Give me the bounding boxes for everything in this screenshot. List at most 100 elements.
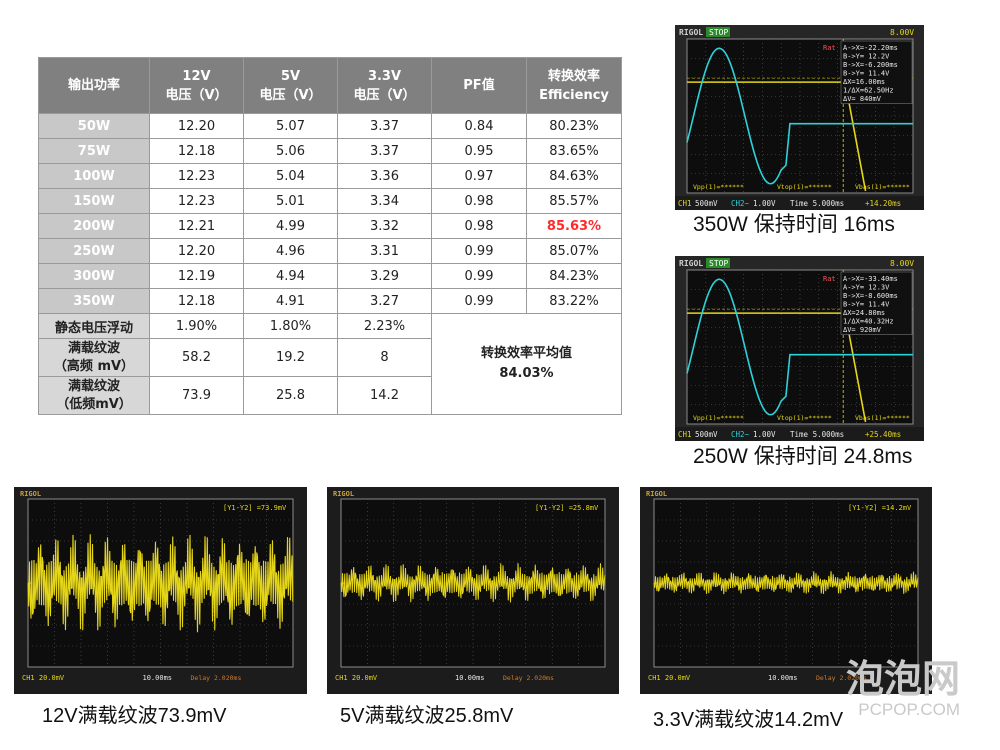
ripple-caption-5v: 5V满载纹波25.8mV xyxy=(340,705,514,727)
efficiency-cell: 85.57% xyxy=(526,188,622,214)
cursor-readout-line: B->Y= 11.4V xyxy=(843,301,890,309)
ripple-low-label: 满载纹波 （低频mV） xyxy=(38,376,150,415)
table-row-regulation: 静态电压浮动 1.90% 1.80% 2.23% 转换效率平均值 84.03% xyxy=(38,313,622,415)
measurement-label: Vtop(1)=****** xyxy=(777,183,832,191)
cursor-readout-line: ΔV= 840mV xyxy=(843,95,882,103)
run-state-label: STOP xyxy=(709,259,728,268)
run-state-label: STOP xyxy=(709,28,728,37)
cursor-readout-line: A->Y= 12.3V xyxy=(843,284,890,292)
pf-cell: 0.98 xyxy=(431,188,527,214)
timebase-label: 10.00ms xyxy=(768,674,798,682)
v5-cell: 4.94 xyxy=(243,263,338,289)
status-bar-item: CH1 xyxy=(678,430,692,439)
v5-cell: 5.07 xyxy=(243,113,338,139)
power-cell: 75W xyxy=(38,138,150,164)
ripple-scope-svg: RIGOL [Y1-Y2] =73.9mV CH1 20.0mV 10.00ms Del… xyxy=(14,487,307,694)
timebase-label: 10.00ms xyxy=(143,674,173,682)
cursor-readout-line: B->X=-6.200ms xyxy=(843,61,898,69)
channel-scale-label: CH1 20.0mV xyxy=(648,674,691,682)
table-row-ripple-high: 满载纹波 （高频 mV） 58.2 19.2 8 xyxy=(38,338,622,377)
status-bar xyxy=(675,427,924,441)
ripple-scope-33v: RIGOL [Y1-Y2] =14.2mV CH1 20.0mV 10.00ms Del… xyxy=(640,487,932,694)
header-33v: 3.3V 电压（V） xyxy=(337,57,432,114)
v12-cell: 12.20 xyxy=(149,113,244,139)
ripple-high-5v: 19.2 xyxy=(243,338,338,377)
v33-cell: 3.36 xyxy=(337,163,432,189)
avg-efficiency-cell: 转换效率平均值 84.03% xyxy=(431,313,622,415)
table-row: 75W 12.18 5.06 3.37 0.95 83.65% xyxy=(38,138,622,164)
ripple-scope-svg: RIGOL [Y1-Y2] =14.2mV CH1 20.0mV 10.00ms Del… xyxy=(640,487,932,694)
cursor-readout-line: ΔX=24.80ms xyxy=(843,309,885,317)
ac-input-trace xyxy=(686,278,913,416)
efficiency-cell: 83.22% xyxy=(526,288,622,314)
pf-cell: 0.99 xyxy=(431,238,527,264)
pf-cell: 0.99 xyxy=(431,263,527,289)
ripple-trace xyxy=(27,534,294,633)
status-bar-item: CH1 xyxy=(678,199,692,208)
v12-cell: 12.23 xyxy=(149,188,244,214)
cursor-readout-line: B->Y= 11.4V xyxy=(843,70,890,78)
trigger-level: 8.00V xyxy=(890,28,914,37)
table-body: 50W 12.20 5.07 3.37 0.84 80.23% 75W 12.18 5.06 3.… xyxy=(38,113,622,415)
power-cell: 150W xyxy=(38,188,150,214)
cursor-readout-line: 1/ΔX=62.50Hz xyxy=(843,87,894,95)
table-row: 250W 12.20 4.96 3.31 0.99 85.07% xyxy=(38,238,622,264)
header-efficiency: 转换效率 Efficiency xyxy=(526,57,622,114)
power-cell: 250W xyxy=(38,238,150,264)
scope-brand-label: RIGOL xyxy=(679,259,703,268)
table-row-ripple-low: 满载纹波 （低频mV） 73.9 25.8 14.2 xyxy=(38,376,622,415)
table-row: 150W 12.23 5.01 3.34 0.98 85.57% xyxy=(38,188,622,214)
v12-cell: 12.18 xyxy=(149,288,244,314)
power-cell: 50W xyxy=(38,113,150,139)
ripple-trace xyxy=(340,563,606,603)
delay-label: Delay 2.020ms xyxy=(503,674,554,682)
watermark-logo: 泡泡网 xyxy=(845,659,960,701)
run-state-box xyxy=(706,27,730,37)
efficiency-cell: 85.07% xyxy=(526,238,622,264)
v5-cell: 5.04 xyxy=(243,163,338,189)
table-header-row: 输出功率 12V 电压（V） 5V 电压（V） 3.3V 电压（V） PF值 转换效率… xyxy=(38,57,622,114)
ripple-scope-5v: RIGOL [Y1-Y2] =25.8mV CH1 20.0mV 10.00ms Del… xyxy=(327,487,619,694)
v33-cell: 3.32 xyxy=(337,213,432,239)
header-5v: 5V 电压（V） xyxy=(243,57,338,114)
v5-cell: 5.01 xyxy=(243,188,338,214)
v12-cell: 12.21 xyxy=(149,213,244,239)
cursor-readout-line: 1/ΔX=40.32Hz xyxy=(843,318,894,326)
v5-cell: 5.06 xyxy=(243,138,338,164)
holdup-caption-350w: 350W 保持时间 16ms xyxy=(693,213,895,236)
ripple-readout: [Y1-Y2] =73.9mV xyxy=(223,504,287,512)
table-row: 200W 12.21 4.99 3.32 0.98 85.63% xyxy=(38,213,622,239)
pf-cell: 0.99 xyxy=(431,288,527,314)
channel-scale-label: CH1 20.0mV xyxy=(335,674,378,682)
run-state-box xyxy=(706,258,730,268)
ripple-high-12v: 58.2 xyxy=(149,338,244,377)
efficiency-cell: 83.65% xyxy=(526,138,622,164)
holdup-scope-350w: RIGOL STOP 8.00V A->X=-22.20ms B->Y= 12.2V B-… xyxy=(675,25,924,210)
timebase-label: 10.00ms xyxy=(455,674,485,682)
ripple-scope-svg: RIGOL [Y1-Y2] =25.8mV CH1 20.0mV 10.00ms Del… xyxy=(327,487,619,694)
v5-cell: 4.99 xyxy=(243,213,338,239)
ripple-readout: [Y1-Y2] =14.2mV xyxy=(848,504,912,512)
status-bar-item: 1.00V xyxy=(753,199,776,208)
pf-cell: 0.98 xyxy=(431,213,527,239)
status-bar-item: +25.40ms xyxy=(865,430,901,439)
table-row: 100W 12.23 5.04 3.36 0.97 84.63% xyxy=(38,163,622,189)
status-bar-item: CH2~ xyxy=(731,199,750,208)
efficiency-cell: 84.63% xyxy=(526,163,622,189)
v12-cell: 12.20 xyxy=(149,238,244,264)
ac-input-trace xyxy=(686,47,913,185)
cursor-readout-line: A->X=-22.20ms xyxy=(843,44,898,52)
regulation-12v: 1.90% xyxy=(149,313,244,339)
watermark: 泡泡网 PCPOP.COM xyxy=(846,660,960,720)
measurement-label: Vpp(1)=****** xyxy=(693,414,744,422)
ripple-low-5v: 25.8 xyxy=(243,376,338,415)
v33-cell: 3.29 xyxy=(337,263,432,289)
v33-cell: 3.37 xyxy=(337,113,432,139)
v5-cell: 4.96 xyxy=(243,238,338,264)
scope-brand-label: RIGOL xyxy=(333,490,354,498)
delay-label: Delay 2.020ms xyxy=(191,674,242,682)
cursor-readout-line: ΔX=16.00ms xyxy=(843,78,885,86)
table-row: 300W 12.19 4.94 3.29 0.99 84.23% xyxy=(38,263,622,289)
ref-marker: Rat xyxy=(823,275,836,283)
